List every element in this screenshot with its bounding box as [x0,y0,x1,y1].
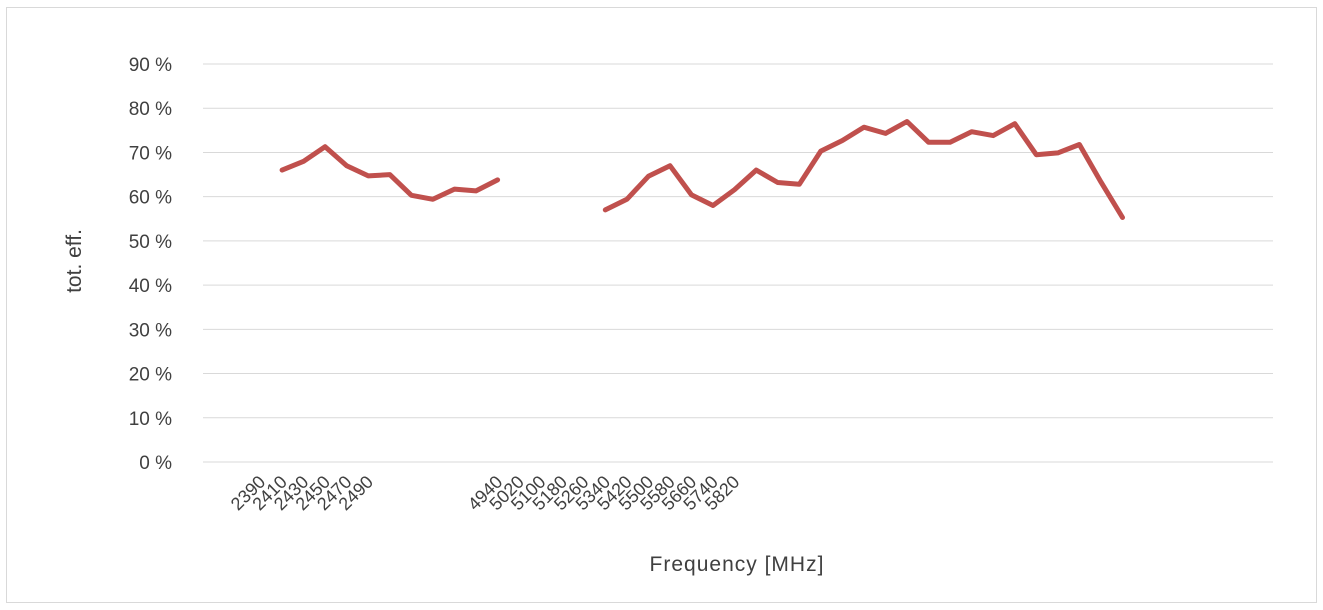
y-tick-label: 60 % [129,188,172,209]
gridlines [203,63,1273,463]
series-lines [279,119,1125,220]
x-axis-title: Frequency [MHz] [650,553,825,576]
chart-area: 0 % 10 % 20 % 30 % 40 % 50 % 60 % 70 % 80 % 90 % … [6,7,1317,603]
y-tick-label: 90 % [129,55,172,76]
y-tick-label: 50 % [129,232,172,253]
series-line-segment [279,144,501,202]
y-tick-label: 40 % [129,276,172,297]
y-tick-label: 20 % [129,365,172,386]
y-tick-label: 10 % [129,409,172,430]
y-tick-labels: 0 % 10 % 20 % 30 % 40 % 50 % 60 % 70 % 80 % 90 % [129,55,172,474]
line-chart: 0 %10 %20 %30 %40 %50 %60 %70 %80 %90 % … [63,55,1273,576]
series-line-segment [602,119,1125,220]
y-tick-label: 0 % [139,453,172,474]
y-tick-label: 70 % [129,143,172,164]
y-axis-title: tot. eff. [63,229,86,293]
y-tick-label: 80 % [129,99,172,120]
y-tick-label: 30 % [129,320,172,341]
